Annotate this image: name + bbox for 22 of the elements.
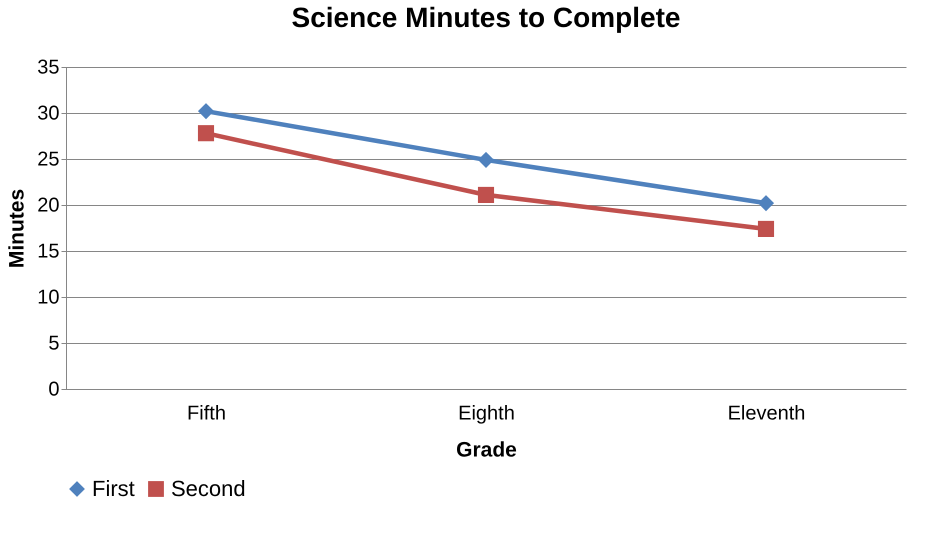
point bbox=[478, 186, 494, 203]
legend-label: First bbox=[92, 476, 135, 501]
chart-title: Science Minutes to Complete bbox=[292, 2, 680, 33]
y-tick-label: 5 bbox=[48, 332, 60, 354]
x-axis-title: Grade bbox=[456, 438, 517, 462]
y-tick-label: 25 bbox=[37, 148, 60, 170]
x-tick-label: Fifth bbox=[187, 402, 226, 424]
y-tick-label: 35 bbox=[37, 56, 60, 78]
point bbox=[758, 220, 774, 237]
legend-label: Second bbox=[171, 476, 246, 501]
x-tick-label: Eighth bbox=[458, 402, 515, 424]
y-axis-title: Minutes bbox=[5, 188, 28, 268]
y-tick-label: 30 bbox=[37, 102, 60, 124]
y-tick-label: 10 bbox=[37, 286, 60, 308]
y-tick-label: 20 bbox=[37, 194, 60, 216]
y-tick-label: 0 bbox=[48, 378, 60, 400]
point bbox=[198, 125, 214, 142]
point bbox=[198, 103, 214, 120]
point bbox=[758, 195, 774, 212]
x-tick-label: Eleventh bbox=[728, 402, 806, 424]
point bbox=[478, 152, 494, 168]
y-tick-label: 15 bbox=[37, 240, 60, 262]
